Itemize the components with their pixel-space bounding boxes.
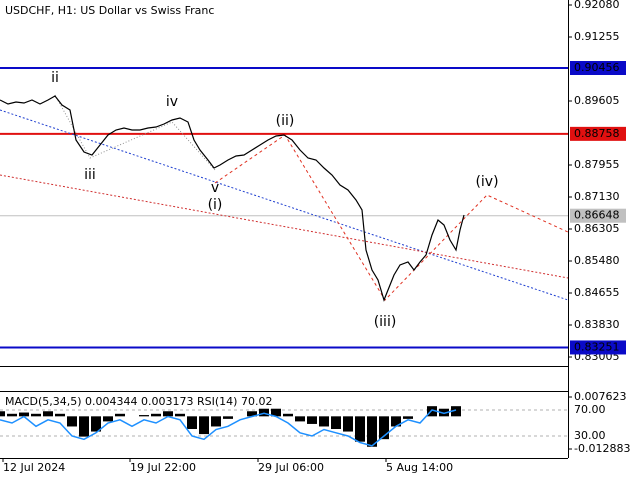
macd-bar — [427, 406, 437, 417]
rsi-line — [0, 409, 457, 447]
trend-line — [214, 134, 569, 301]
wave-label: (ii) — [276, 113, 295, 129]
y-tick-label: 0.92080 — [574, 0, 620, 11]
wave-label: iv — [166, 94, 178, 110]
level-label-box — [570, 340, 626, 355]
macd-bar — [79, 416, 89, 437]
macd-bar — [247, 411, 257, 417]
y-tick-label: 0.89605 — [574, 94, 620, 107]
level-label-box — [570, 60, 626, 75]
x-tick-label: 12 Jul 2024 — [3, 461, 65, 474]
macd-bar — [211, 416, 221, 427]
wave-label: (i) — [208, 197, 223, 213]
macd-bar — [451, 406, 461, 417]
macd-bar — [295, 416, 305, 422]
level-label-box — [570, 126, 626, 141]
macd-bar — [43, 411, 53, 417]
macd-bar — [0, 411, 5, 417]
macd-bar — [319, 416, 329, 427]
y-tick-label: 0.84655 — [574, 286, 620, 299]
level-label: 0.83251 — [574, 340, 620, 353]
macd-bar — [115, 413, 125, 417]
trend-line — [54, 94, 216, 171]
wave-label: iii — [84, 167, 96, 183]
wave-label: (iv) — [475, 174, 498, 190]
macd-bar — [31, 413, 41, 417]
macd-bar — [403, 416, 413, 419]
y-tick-label: 0.87955 — [574, 158, 620, 171]
trend-line — [0, 174, 569, 279]
y-tick-label: 0.007623 — [574, 390, 627, 403]
y-tick-label: 0.87130 — [574, 190, 620, 203]
y2-tick-label: 70.00 — [574, 403, 606, 416]
x-tick-label: 29 Jul 06:00 — [258, 461, 324, 474]
chart-title: USDCHF, H1: US Dollar vs Swiss Franc — [5, 4, 214, 17]
y-tick-label: 0.85480 — [574, 254, 620, 267]
wave-label: v — [211, 180, 219, 196]
macd-bar — [55, 413, 65, 417]
macd-bar — [307, 416, 317, 424]
y-tick-label: -0.012883 — [574, 442, 630, 455]
macd-bar — [67, 416, 77, 427]
macd-bar — [163, 411, 173, 417]
macd-bar — [91, 416, 101, 432]
macd-bar — [379, 416, 389, 440]
macd-bar — [187, 416, 197, 430]
x-tick-label: 5 Aug 14:00 — [386, 461, 453, 474]
macd-bar — [19, 412, 29, 417]
wave-label: ii — [51, 70, 59, 86]
y-tick-label: 0.91255 — [574, 30, 620, 43]
macd-bar — [139, 415, 149, 417]
level-label-box — [570, 208, 626, 223]
x-tick-label: 19 Jul 22:00 — [130, 461, 196, 474]
macd-bar — [7, 413, 17, 417]
macd-bar — [223, 416, 233, 419]
macd-bar — [355, 416, 365, 442]
macd-bar — [331, 416, 341, 430]
macd-bar — [199, 416, 209, 435]
indicator-title: MACD(5,34,5) 0.004344 0.003173 RSI(14) 7… — [5, 395, 272, 408]
y-tick-label: 0.86305 — [574, 222, 620, 235]
level-label: 0.88758 — [574, 127, 620, 140]
macd-bar — [367, 416, 377, 447]
macd-bar — [151, 413, 161, 417]
macd-bar — [391, 416, 401, 427]
macd-bar — [283, 413, 293, 417]
y2-tick-label: 30.00 — [574, 429, 606, 442]
y-tick-label: 0.83830 — [574, 318, 620, 331]
macd-bar — [343, 416, 353, 432]
level-label: 0.90456 — [574, 61, 620, 74]
level-label: 0.86648 — [574, 209, 620, 222]
macd-bar — [103, 416, 113, 422]
macd-bar — [271, 408, 281, 417]
wave-label: (iii) — [374, 314, 397, 330]
macd-bar — [175, 413, 185, 417]
price-line — [0, 95, 465, 302]
